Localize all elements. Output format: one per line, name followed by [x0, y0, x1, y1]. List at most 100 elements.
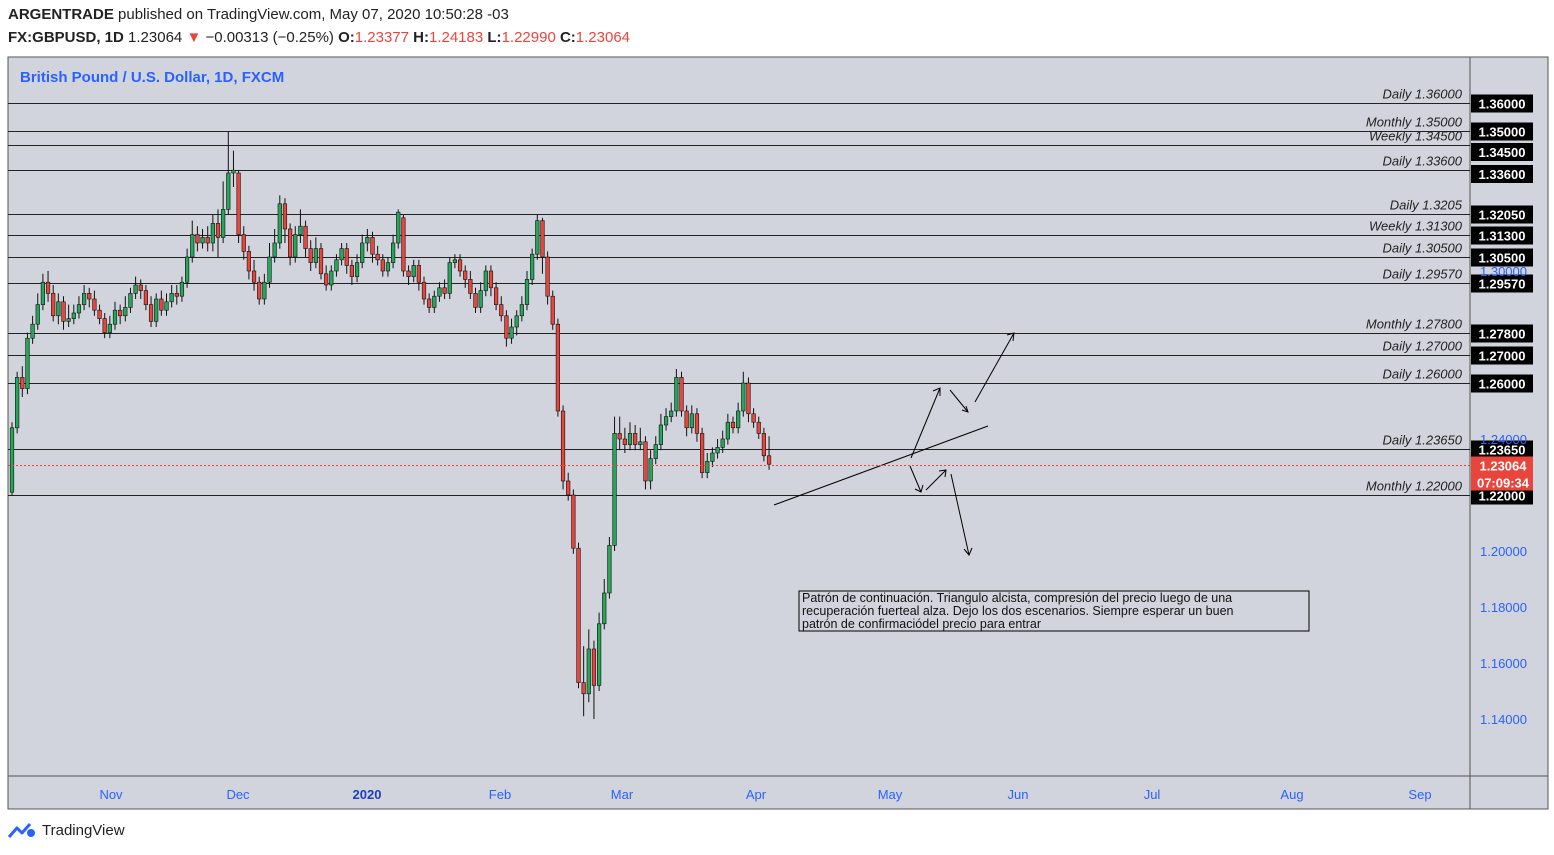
- candle-body[interactable]: [509, 326, 514, 339]
- candle-body[interactable]: [463, 270, 468, 280]
- candle-body[interactable]: [663, 416, 669, 426]
- candle-body[interactable]: [674, 377, 679, 412]
- candle-body[interactable]: [277, 203, 282, 244]
- candle-body[interactable]: [138, 284, 143, 291]
- candle-body[interactable]: [633, 433, 638, 445]
- candle-body[interactable]: [617, 433, 622, 440]
- bull-arrow-1[interactable]: [910, 387, 941, 459]
- candle-body[interactable]: [226, 172, 231, 210]
- candle-body[interactable]: [318, 248, 324, 275]
- candle-body[interactable]: [612, 433, 617, 546]
- candle-body[interactable]: [267, 256, 272, 283]
- candle-body[interactable]: [293, 234, 298, 258]
- candle-body[interactable]: [236, 172, 241, 235]
- candle-body[interactable]: [82, 293, 87, 305]
- candle-body[interactable]: [370, 237, 375, 255]
- candle-body[interactable]: [411, 265, 416, 277]
- annotation-box[interactable]: Patrón de continuación. Triangulo alcist…: [798, 590, 1310, 632]
- candle-body[interactable]: [262, 281, 267, 300]
- candle-body[interactable]: [298, 225, 303, 235]
- candle-body[interactable]: [143, 290, 149, 305]
- candle-body[interactable]: [586, 648, 591, 695]
- candle-body[interactable]: [112, 309, 118, 325]
- candle-body[interactable]: [272, 242, 277, 258]
- candle-body[interactable]: [442, 287, 447, 294]
- candle-body[interactable]: [571, 494, 576, 549]
- candle-body[interactable]: [519, 304, 524, 317]
- candle-body[interactable]: [699, 433, 705, 473]
- candle-body[interactable]: [205, 237, 210, 244]
- candle-body[interactable]: [766, 455, 772, 465]
- candle-body[interactable]: [20, 377, 25, 389]
- candle-body[interactable]: [684, 410, 689, 429]
- candle-body[interactable]: [45, 281, 51, 294]
- candle-body[interactable]: [596, 623, 602, 686]
- candle-body[interactable]: [607, 545, 612, 594]
- candle-body[interactable]: [349, 265, 355, 277]
- candle-body[interactable]: [627, 433, 633, 445]
- candle-body[interactable]: [164, 301, 169, 311]
- candle-body[interactable]: [231, 169, 236, 174]
- bear-arrow-2[interactable]: [925, 469, 947, 491]
- candle-body[interactable]: [437, 287, 442, 297]
- tradingview-logo-icon[interactable]: [8, 821, 36, 839]
- candle-body[interactable]: [102, 318, 107, 333]
- candle-body[interactable]: [658, 424, 663, 445]
- candle-body[interactable]: [169, 293, 174, 303]
- candle-body[interactable]: [725, 421, 730, 440]
- candle-body[interactable]: [705, 461, 710, 473]
- candle-body[interactable]: [200, 237, 205, 244]
- candle-body[interactable]: [493, 287, 499, 305]
- candle-body[interactable]: [730, 421, 736, 429]
- candle-body[interactable]: [447, 262, 452, 294]
- candle-body[interactable]: [421, 281, 427, 300]
- candle-body[interactable]: [324, 273, 329, 286]
- candle-body[interactable]: [560, 410, 566, 482]
- candle-body[interactable]: [643, 441, 648, 482]
- candle-body[interactable]: [334, 259, 339, 272]
- candle-body[interactable]: [689, 413, 694, 429]
- candle-body[interactable]: [720, 438, 725, 448]
- candle-body[interactable]: [25, 337, 30, 389]
- candle-body[interactable]: [35, 304, 40, 325]
- candle-body[interactable]: [432, 295, 437, 308]
- candle-body[interactable]: [287, 228, 293, 258]
- candle-body[interactable]: [483, 270, 488, 291]
- candle-body[interactable]: [87, 293, 92, 300]
- candle-body[interactable]: [76, 304, 82, 314]
- candle-body[interactable]: [540, 220, 545, 258]
- candle-body[interactable]: [751, 413, 756, 423]
- candle-body[interactable]: [133, 284, 138, 294]
- candle-body[interactable]: [71, 312, 76, 319]
- candle-body[interactable]: [210, 223, 215, 244]
- candle-body[interactable]: [154, 298, 159, 322]
- candle-body[interactable]: [602, 592, 607, 625]
- candle-body[interactable]: [15, 377, 20, 429]
- candle-body[interactable]: [581, 682, 586, 695]
- candle-body[interactable]: [246, 251, 252, 272]
- bull-arrow-3[interactable]: [974, 332, 1015, 403]
- candle-body[interactable]: [56, 301, 61, 317]
- candle-body[interactable]: [30, 323, 35, 339]
- candle-body[interactable]: [179, 281, 185, 297]
- candle-body[interactable]: [365, 237, 370, 244]
- candle-body[interactable]: [344, 248, 349, 266]
- candle-body[interactable]: [51, 293, 56, 317]
- candle-body[interactable]: [375, 253, 380, 261]
- candle-body[interactable]: [622, 438, 627, 445]
- candle-body[interactable]: [715, 447, 720, 454]
- candle-body[interactable]: [591, 648, 597, 686]
- candle-body[interactable]: [107, 323, 112, 333]
- candle-body[interactable]: [40, 281, 45, 305]
- candle-body[interactable]: [360, 242, 365, 263]
- candle-body[interactable]: [566, 480, 571, 496]
- candle-body[interactable]: [694, 413, 700, 434]
- candle-body[interactable]: [756, 421, 761, 434]
- candle-body[interactable]: [123, 307, 128, 317]
- candle-body[interactable]: [504, 315, 509, 339]
- candle-body[interactable]: [385, 262, 391, 272]
- candle-body[interactable]: [478, 290, 483, 308]
- candle-body[interactable]: [746, 382, 751, 415]
- candle-body[interactable]: [514, 315, 519, 328]
